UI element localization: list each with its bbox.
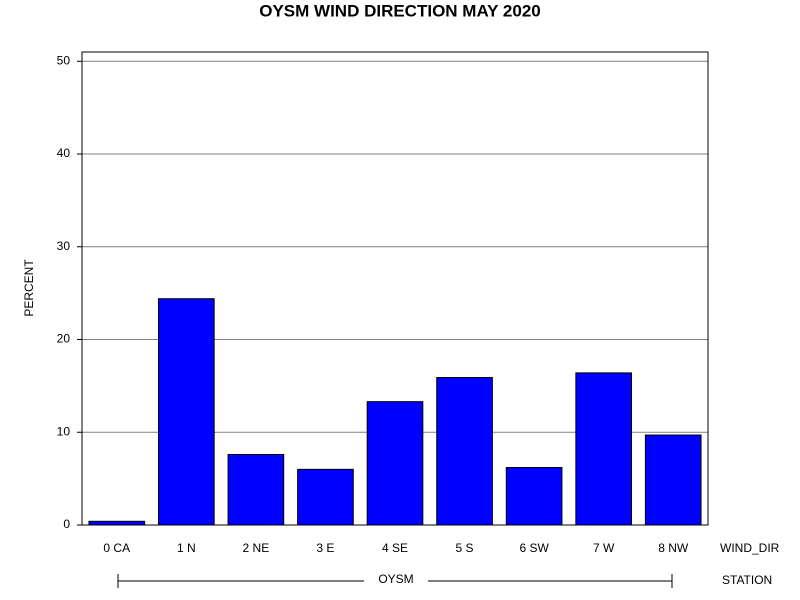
y-tick-label: 20 — [57, 332, 71, 346]
group-axis-label: STATION — [722, 573, 772, 587]
plot-frame — [81, 51, 709, 526]
bar — [88, 520, 146, 526]
group-label: OYSM — [378, 572, 413, 586]
bar — [436, 377, 493, 526]
bar — [505, 466, 563, 526]
bar — [297, 468, 354, 526]
x-tick-label: 8 NW — [658, 541, 689, 555]
y-tick-label: 10 — [57, 424, 71, 438]
x-tick-label: 0 CA — [103, 541, 130, 555]
x-tick-label: 5 S — [456, 541, 474, 555]
y-tick-label: 30 — [57, 239, 71, 253]
bar — [644, 434, 702, 526]
chart-title: OYSM WIND DIRECTION MAY 2020 — [259, 1, 541, 20]
x-tick-label: 3 E — [316, 541, 334, 555]
x-tick-label: 4 SE — [382, 541, 408, 555]
bar — [158, 298, 215, 526]
y-axis-label: PERCENT — [22, 259, 36, 317]
bar — [366, 401, 424, 526]
y-tick-label: 0 — [63, 517, 70, 531]
bar — [227, 454, 285, 526]
bar — [575, 372, 632, 526]
y-tick-label: 50 — [57, 53, 71, 67]
x-tick-label: 2 NE — [243, 541, 270, 555]
x-tick-label: 7 W — [593, 541, 615, 555]
x-tick-label: 1 N — [177, 541, 196, 555]
y-tick-label: 40 — [57, 146, 71, 160]
x-axis-label: WIND_DIR — [720, 541, 780, 555]
x-tick-label: 6 SW — [519, 541, 549, 555]
